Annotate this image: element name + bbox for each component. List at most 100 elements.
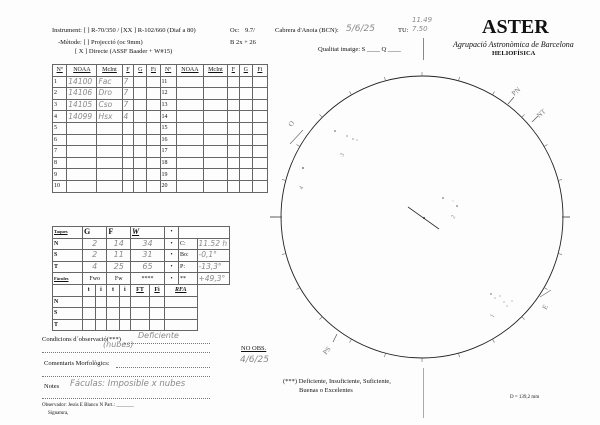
table-cell [251,156,269,170]
table-cell [251,168,269,181]
table-header-row: Taques G F W • [52,226,230,239]
table-cell: 17 [159,145,177,158]
table-cell: 5 [51,121,68,135]
label-nt: NT [535,107,548,120]
column-header: G [81,226,108,239]
disk-center [423,217,425,219]
table-cell [251,133,269,147]
table-cell [96,179,123,193]
table-cell [96,121,123,135]
sub-header: FT [129,283,151,297]
table-cell [146,145,161,158]
table-cell: 7 [51,145,68,158]
tu-value-1: 11.49 [412,16,433,24]
table-cell [96,168,123,181]
signature-label: Signatura, [48,411,69,416]
limb-tick [384,76,386,81]
limb-tick [349,338,352,343]
dot-cell: • [164,237,179,251]
location-label: Cabrera d'Anoia (BCN): [275,27,339,34]
table-cell: 9 [51,168,68,181]
table-cell [66,168,98,181]
limb-tick [521,316,525,320]
count-cell: 34 [129,237,166,251]
limb-tick [492,338,495,343]
table-cell: 19 [159,168,177,181]
conditions-legend-2: Buenas o Excelentes [299,387,353,394]
table-row: 10 20 [51,179,269,193]
table-cell [146,121,161,135]
table-cell [175,179,205,193]
group-label: 4 [299,185,306,191]
tu-value-2: 7.50 [412,25,428,33]
limb-tick [281,179,286,181]
limb-tick [458,76,460,81]
method-line: -Mètode: [ ] Projecció (oc 9mm) [58,39,143,46]
limb-tick [492,91,495,96]
logo-section: HELIOFÍSICA [492,50,536,57]
param-label: C: [178,237,198,251]
tu-label: TU: [398,27,409,34]
table-row: T [52,318,230,332]
limb-tick [296,287,301,290]
count-cell: 2 [81,249,108,262]
method-direct: [ X ] Directe (ASSF Baader + W#15) [75,48,173,55]
table-row: N 2 14 34 • C: 11.52 h [52,237,230,251]
no-obs-label: NO OBS. [241,345,267,352]
counts-table: Taques G F W • N 2 14 34 • C: 11.52 h S 2 11 31 • Bo: -0,1… [52,226,230,332]
table-cell: 18 [159,156,177,170]
table-cell [251,179,269,193]
table-cell [66,121,98,135]
logo-subtitle: Agrupació Astronòmica de Barcelona [453,40,574,49]
table-row: 9 19 [51,168,269,181]
row-label: T [52,318,83,332]
oc-value: 9.7/ [245,27,255,34]
table-cell [96,145,123,158]
column-header: F [106,226,131,239]
conditions-value-2: (nubes) [103,340,134,349]
table-cell [96,156,123,170]
table-cell [66,133,98,147]
table-cell [66,145,98,158]
faculae-header: • [164,272,179,285]
instrument-line: Instrument: [ ] R-70/350 / [XX ] R-102/6… [52,27,196,34]
table-cell: 16 [159,133,177,147]
table-row: 5 15 [51,121,269,135]
count-cell: 2 [81,237,108,251]
column-header: W [129,226,166,239]
notes-label: Notes [44,383,60,390]
group-label: 3 [340,152,347,158]
table-cell: 20 [159,179,177,193]
observer: Observador: Jesús E Blanco N Part.: ____… [42,403,134,408]
logo-title: ASTER [482,16,549,38]
table-cell [146,133,161,147]
table-cell: 6 [51,133,68,147]
label-pn: PN [510,86,522,98]
table-cell [175,133,205,147]
column-header: • [164,226,179,239]
column-header: Nº [51,64,68,77]
image-quality: Qualitat imatge: S ____ Q ____ [318,46,401,53]
table-row: 7 17 [51,145,269,158]
table-cell [66,179,98,193]
limb-tick [543,144,548,147]
group-label: 1 [490,313,497,319]
table-row: 8 18 [51,156,269,170]
table-cell [175,156,205,170]
limb-tick [543,287,548,290]
table-row: 6 16 [51,133,269,147]
date-value: 5/6/25 [346,24,375,34]
disk-diameter: D = 139,2 mm [510,395,540,400]
table-cell: 14105 [66,98,98,112]
nt-value: +49,3° [196,272,230,285]
label-west: O [287,120,296,128]
conditions-value: Deficiente [138,331,179,340]
limb-tick [558,253,563,255]
table-cell [175,168,205,181]
group-label: 2 [451,214,458,220]
row-label: N [52,237,83,251]
limb-tick [521,114,525,118]
conditions-label: Condicions d´observació(***) [42,336,121,343]
